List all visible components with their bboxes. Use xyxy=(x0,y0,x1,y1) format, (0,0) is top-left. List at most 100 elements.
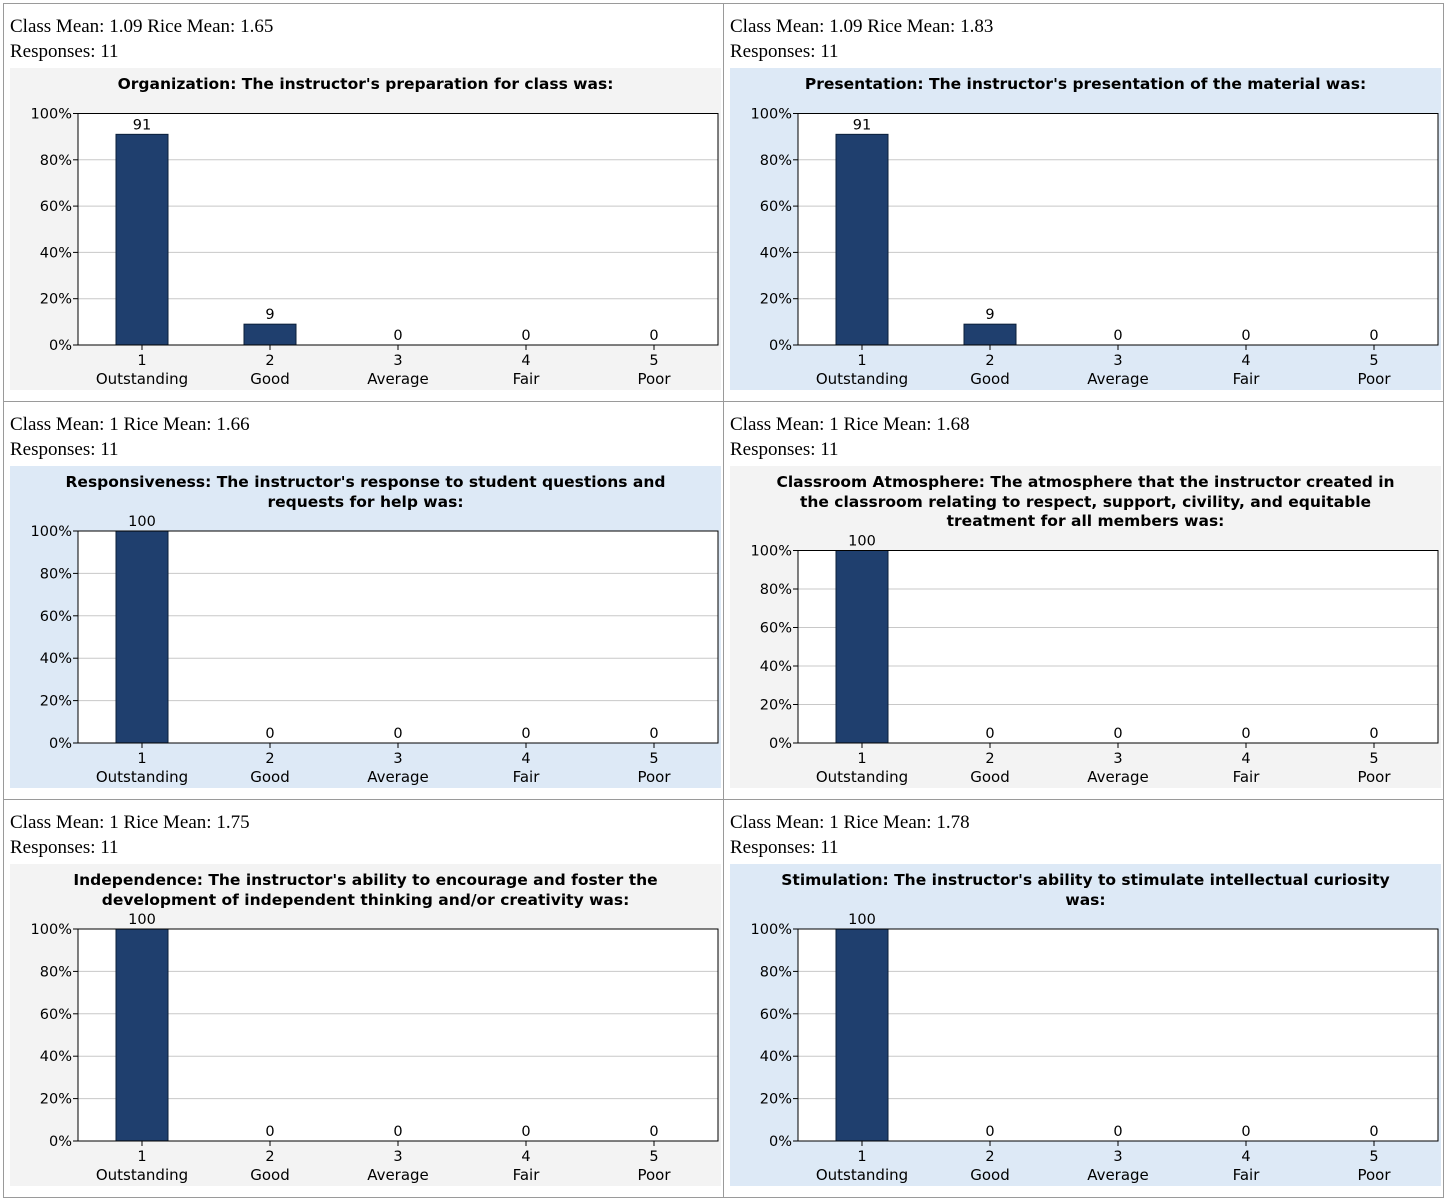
chart-meta: Class Mean: 1 Rice Mean: 1.66 Responses: … xyxy=(10,412,250,462)
x-tick-label: Average xyxy=(1087,768,1149,786)
y-tick-label: 60% xyxy=(40,199,72,215)
plot-area xyxy=(78,113,718,345)
chart-meta: Class Mean: 1 Rice Mean: 1.75 Responses: … xyxy=(10,810,250,860)
x-tick-label: Fair xyxy=(1233,768,1261,786)
data-label: 0 xyxy=(985,726,994,742)
class-mean-text: Class Mean: 1 Rice Mean: 1.78 xyxy=(730,812,970,833)
chart-cell: Class Mean: 1.09 Rice Mean: 1.65 Response… xyxy=(3,3,724,402)
x-tick-number: 2 xyxy=(985,353,994,369)
y-tick-label: 100% xyxy=(751,544,792,560)
y-tick-label: 40% xyxy=(760,1049,792,1065)
x-tick-label: Fair xyxy=(513,768,541,786)
chart-cell: Class Mean: 1 Rice Mean: 1.68 Responses: … xyxy=(723,401,1444,800)
x-tick-label: Outstanding xyxy=(96,370,188,388)
x-tick-label: Good xyxy=(970,768,1010,786)
y-tick-label: 40% xyxy=(40,1049,72,1065)
chart-meta: Class Mean: 1 Rice Mean: 1.68 Responses: … xyxy=(730,412,970,462)
x-tick-label: Good xyxy=(970,1166,1010,1184)
x-tick-label: Poor xyxy=(637,768,671,786)
y-tick-label: 0% xyxy=(49,1134,72,1150)
x-tick-number: 4 xyxy=(1241,353,1250,369)
bar xyxy=(115,133,169,346)
chart-panel: Presentation: The instructor's presentat… xyxy=(730,68,1441,390)
bar xyxy=(835,550,889,744)
responses-text: Responses: 11 xyxy=(10,837,119,858)
x-tick-label: Fair xyxy=(513,370,541,388)
chart-title: Responsiveness: The instructor's respons… xyxy=(65,473,666,511)
chart-cell: Class Mean: 1 Rice Mean: 1.75 Responses: … xyxy=(3,799,724,1198)
x-tick-label: Average xyxy=(367,768,429,786)
x-tick-number: 1 xyxy=(857,353,866,369)
x-tick-label: Poor xyxy=(1357,370,1391,388)
data-label: 100 xyxy=(128,514,156,530)
class-mean-text: Class Mean: 1.09 Rice Mean: 1.65 xyxy=(10,16,274,37)
x-tick-label: Poor xyxy=(637,370,671,388)
data-label: 0 xyxy=(393,726,402,742)
x-tick-number: 2 xyxy=(265,1149,274,1165)
data-label: 0 xyxy=(649,726,658,742)
x-tick-label: Outstanding xyxy=(96,768,188,786)
bar xyxy=(115,530,169,744)
plot-border xyxy=(797,550,1439,744)
y-tick-label: 0% xyxy=(49,338,72,354)
responses-text: Responses: 11 xyxy=(730,439,839,460)
x-tick-number: 3 xyxy=(393,353,402,369)
x-tick-number: 5 xyxy=(1369,751,1378,767)
chart-title: Organization: The instructor's preparati… xyxy=(117,75,614,93)
plot-border xyxy=(77,530,719,744)
plot-border xyxy=(77,113,719,346)
plot-area xyxy=(798,113,1438,345)
chart-panel: Responsiveness: The instructor's respons… xyxy=(10,466,721,788)
data-label: 100 xyxy=(848,912,876,928)
x-tick-label: Fair xyxy=(1233,1166,1261,1184)
data-label: 9 xyxy=(985,307,994,323)
x-tick-label: Average xyxy=(367,370,429,388)
x-tick-label: Fair xyxy=(513,1166,541,1184)
plot-area xyxy=(798,550,1438,743)
data-label: 0 xyxy=(1113,328,1122,344)
x-tick-number: 5 xyxy=(649,353,658,369)
y-tick-label: 20% xyxy=(760,1092,792,1108)
chart-title: Classroom Atmosphere: The atmosphere tha… xyxy=(776,473,1395,530)
data-label: 0 xyxy=(985,1124,994,1140)
x-tick-number: 4 xyxy=(521,353,530,369)
data-label: 0 xyxy=(1369,1124,1378,1140)
bar xyxy=(835,928,889,1142)
class-mean-text: Class Mean: 1.09 Rice Mean: 1.83 xyxy=(730,16,994,37)
x-tick-number: 4 xyxy=(1241,751,1250,767)
plot-area xyxy=(798,929,1438,1141)
plot-area xyxy=(78,531,718,743)
data-label: 0 xyxy=(521,328,530,344)
data-label: 0 xyxy=(393,1124,402,1140)
data-label: 0 xyxy=(1241,328,1250,344)
y-tick-label: 40% xyxy=(760,659,792,675)
data-label: 0 xyxy=(393,328,402,344)
y-tick-label: 20% xyxy=(760,292,792,308)
y-tick-label: 20% xyxy=(760,698,792,714)
x-tick-label: Outstanding xyxy=(816,370,908,388)
x-tick-number: 3 xyxy=(393,1149,402,1165)
x-tick-label: Outstanding xyxy=(816,768,908,786)
y-tick-label: 40% xyxy=(760,245,792,261)
plot-border xyxy=(797,113,1439,346)
x-tick-number: 2 xyxy=(265,751,274,767)
data-label: 0 xyxy=(1113,726,1122,742)
y-tick-label: 100% xyxy=(751,922,792,938)
x-tick-number: 1 xyxy=(137,353,146,369)
bar xyxy=(963,323,1017,346)
x-tick-number: 5 xyxy=(1369,353,1378,369)
x-tick-number: 2 xyxy=(265,353,274,369)
data-label: 9 xyxy=(265,307,274,323)
plot-area xyxy=(78,929,718,1141)
y-tick-label: 100% xyxy=(31,524,72,540)
x-tick-label: Poor xyxy=(637,1166,671,1184)
y-tick-label: 80% xyxy=(760,153,792,169)
y-tick-label: 60% xyxy=(760,1007,792,1023)
chart-cell: Class Mean: 1.09 Rice Mean: 1.83 Response… xyxy=(723,3,1444,402)
chart-cell: Class Mean: 1 Rice Mean: 1.66 Responses: … xyxy=(3,401,724,800)
data-label: 0 xyxy=(1241,726,1250,742)
